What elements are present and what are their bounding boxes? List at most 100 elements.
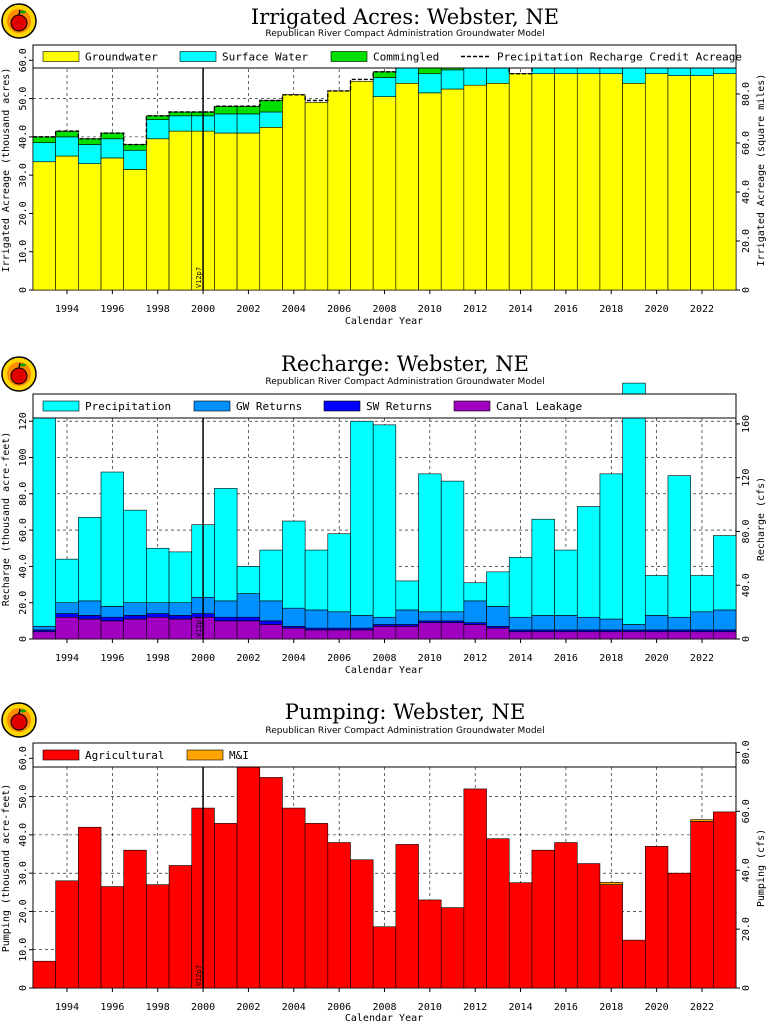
legend-swatch	[42, 51, 80, 62]
bar-gw-returns-2003	[259, 600, 283, 622]
bar-groundwater-2007	[350, 81, 374, 291]
bar-groundwater-2015	[531, 73, 555, 291]
legend-label: GW Returns	[236, 400, 302, 413]
bar-canal-leakage-2003	[259, 624, 283, 640]
y-tick-label: 60.0	[18, 48, 29, 72]
bar-precipitation-1995	[78, 517, 102, 602]
bar-precipitation-1999	[168, 551, 193, 604]
y2-tick-label: 80.0	[741, 82, 752, 106]
bar-sw-returns-2002	[236, 616, 261, 622]
bar-surface-water-2008	[372, 77, 397, 97]
bar-gw-returns-2001	[214, 600, 238, 618]
bar-gw-returns-2006	[327, 611, 351, 629]
precipitation-credit-line	[33, 50, 736, 146]
bar-precipitation-2002	[236, 566, 261, 594]
bar-gw-returns-2008	[372, 616, 397, 625]
x-axis: 1994 1996 1998 2000 2002 2004 2006 2008 2010 2012…	[55, 290, 714, 315]
y-tick-label: 0	[18, 636, 29, 642]
y-axis-left: 0 20.0 40.0 60.0 80.0 100 120	[18, 412, 33, 642]
chart-title: Irrigated Acres: Webster, NE	[251, 5, 559, 29]
x-tick-label: 2012	[463, 304, 487, 315]
bar-agricultural-2018	[599, 884, 623, 989]
bar-sw-returns-1995	[78, 615, 102, 620]
apple-logo	[1, 356, 37, 392]
legend-box	[32, 393, 737, 419]
x-tick-label: 2008	[372, 653, 396, 664]
x-tick-label: 2022	[690, 1002, 714, 1013]
legend-label: Groundwater	[85, 51, 158, 64]
bar-gw-returns-2014	[508, 616, 533, 631]
version-marker: V12p7	[195, 418, 204, 639]
bar-agricultural-2017	[576, 863, 601, 989]
bar-canal-leakage-2016	[554, 631, 578, 640]
bar-gw-returns-1996	[100, 606, 125, 618]
bar-precipitation-2006	[327, 533, 351, 613]
pumping-chart: Pumping: Webster, NE Republican River Co…	[1, 700, 767, 1024]
x-tick-label: 2002	[236, 1002, 260, 1013]
bar-groundwater-1999	[168, 130, 193, 291]
bar-gw-returns-2013	[486, 606, 510, 627]
legend-box	[32, 742, 737, 768]
bar-groundwater-1993	[32, 161, 56, 291]
x-axis-label: Calendar Year	[345, 665, 423, 676]
version-label: V12p7	[195, 616, 203, 637]
bar-precipitation-2008	[372, 424, 397, 618]
bar-groundwater-2021	[667, 75, 691, 291]
y-axis-label: Pumping (thousand acre-feet)	[1, 784, 12, 953]
x-tick-label: 1998	[146, 304, 170, 315]
bar-canal-leakage-2007	[350, 629, 374, 640]
bar-sw-returns-1998	[146, 613, 170, 618]
bar-groundwater-1994	[55, 155, 79, 291]
bar-canal-leakage-1999	[168, 618, 193, 640]
irrigated-acres-chart: Irrigated Acres: Webster, NE Republican …	[1, 3, 767, 327]
x-tick-label: 2022	[690, 304, 714, 315]
bar-agricultural-1997	[123, 849, 147, 989]
bar-gw-returns-1997	[123, 602, 147, 616]
bar-commingled-1996	[100, 132, 125, 140]
y-axis-right: 0 20.0 40.0 60.0 80.0	[736, 740, 752, 991]
version-label: V12p7	[195, 267, 203, 288]
x-tick-label: 2022	[690, 653, 714, 664]
bars	[32, 744, 737, 989]
bars	[32, 382, 737, 640]
bar-precipitation-2007	[350, 420, 374, 616]
bar-canal-leakage-2004	[282, 627, 306, 640]
bar-sw-returns-2003	[259, 620, 283, 625]
bar-agricultural-2013	[486, 838, 510, 989]
bar-gw-returns-2007	[350, 615, 374, 629]
bar-agricultural-2005	[304, 823, 329, 989]
y-axis-left: 0 10.0 20.0 30.0 40.0 50.0 60.0	[18, 48, 33, 293]
bar-groundwater-2013	[486, 82, 510, 291]
bar-precipitation-2019	[622, 382, 646, 625]
bar-groundwater-2004	[282, 94, 306, 291]
bar-groundwater-2008	[372, 96, 397, 291]
legend: Precipitation GW Returns SW Returns Canal L…	[42, 400, 582, 413]
bar-gw-returns-2011	[440, 611, 465, 622]
bar-commingled-1993	[32, 136, 56, 143]
x-tick-label: 2010	[418, 1002, 442, 1013]
y-tick-label: 60.0	[18, 518, 29, 542]
bar-groundwater-2012	[463, 84, 487, 291]
y-tick-label: 40.0	[18, 554, 29, 578]
bar-canal-leakage-2023	[713, 631, 737, 640]
bar-precipitation-1996	[100, 471, 125, 607]
legend-swatch	[186, 749, 224, 761]
version-marker: V12p7	[195, 767, 204, 988]
x-tick-label: 1998	[146, 1002, 170, 1013]
y2-tick-label: 60.0	[741, 131, 752, 155]
x-tick-label: 2016	[554, 653, 578, 664]
y2-tick-label: 0	[741, 636, 752, 642]
legend-swatch	[193, 400, 231, 412]
y-tick-label: 20.0	[18, 591, 29, 615]
legend: Agricultural M&I	[42, 749, 249, 762]
x-axis-label: Calendar Year	[345, 316, 423, 327]
bar-m-i-2022	[690, 819, 714, 822]
bar-surface-water-1996	[100, 138, 125, 159]
x-tick-label: 2004	[282, 653, 306, 664]
bar-gw-returns-2004	[282, 607, 306, 627]
y2-axis-label: Recharge (cfs)	[756, 477, 767, 561]
bar-precipitation-2023	[713, 535, 737, 611]
bar-gw-returns-2023	[713, 609, 737, 631]
bar-precipitation-2012	[463, 582, 487, 602]
bar-sw-returns-2001	[214, 616, 238, 622]
